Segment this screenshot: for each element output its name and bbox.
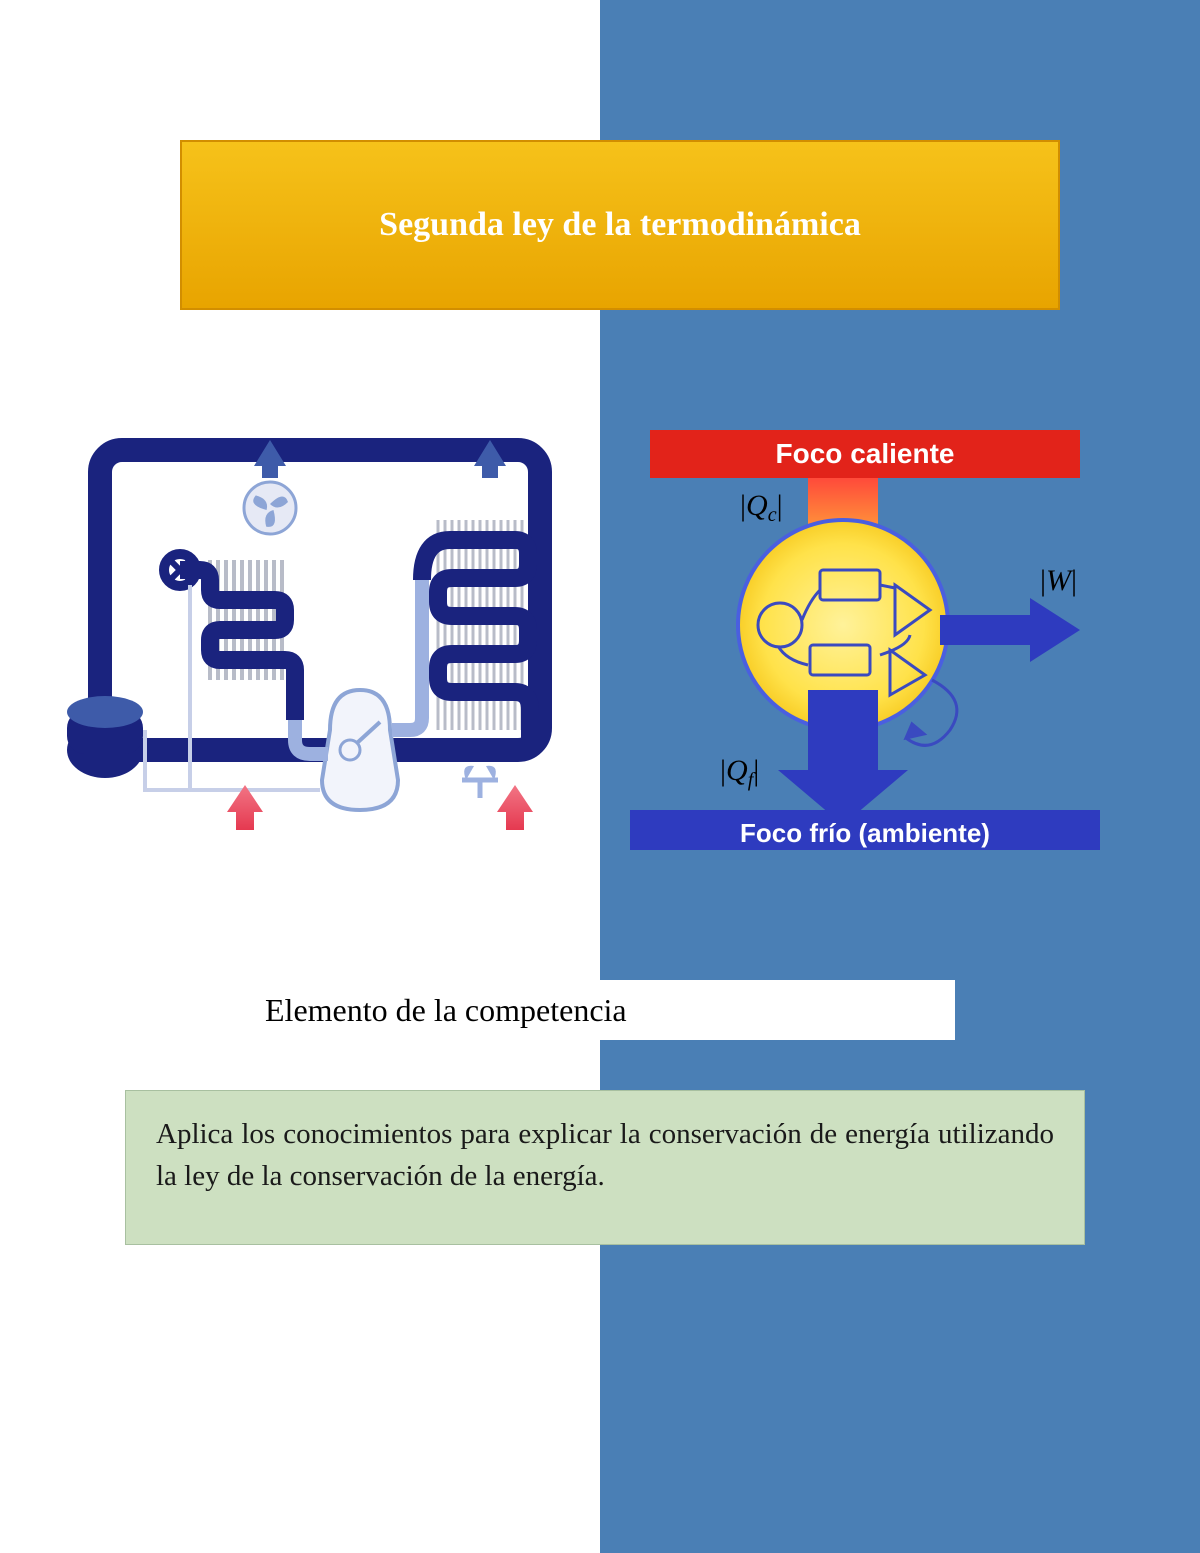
qc-label: |Qc| xyxy=(740,489,783,526)
subtitle-text: Elemento de la competencia xyxy=(265,992,627,1029)
refrigeration-svg xyxy=(60,430,570,850)
description-text: Aplica los conocimientos para explicar l… xyxy=(156,1118,1054,1192)
w-label: |W| xyxy=(1040,564,1077,597)
title-text: Segunda ley de la termodinámica xyxy=(379,206,861,244)
description-box: Aplica los conocimientos para explicar l… xyxy=(125,1090,1085,1245)
heat-engine-diagram: Foco caliente |Qc| xyxy=(610,430,1140,850)
heat-engine-svg: Foco caliente |Qc| xyxy=(610,430,1140,850)
diagram-row: Foco caliente |Qc| xyxy=(60,430,1140,850)
subtitle-box: Elemento de la competencia xyxy=(235,980,955,1040)
cold-bar-label: Foco frío (ambiente) xyxy=(740,818,990,848)
refrigeration-cycle-diagram xyxy=(60,430,570,850)
hot-bar-label: Foco caliente xyxy=(776,438,955,469)
title-banner: Segunda ley de la termodinámica xyxy=(180,140,1060,310)
qf-label: |Qf| xyxy=(720,754,759,791)
